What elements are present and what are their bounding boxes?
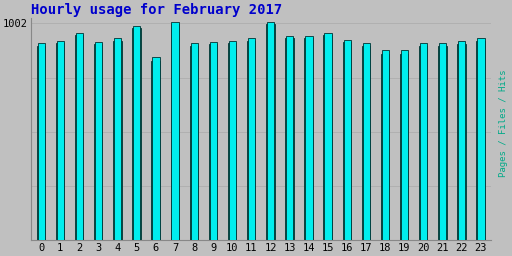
Bar <box>56 43 64 256</box>
Bar <box>476 41 485 256</box>
Bar <box>438 46 446 256</box>
Bar <box>113 41 121 256</box>
Bar <box>133 26 140 256</box>
Bar <box>361 46 370 256</box>
Bar <box>76 33 83 256</box>
Bar <box>439 43 446 256</box>
Bar <box>152 61 160 256</box>
Bar <box>210 42 217 256</box>
Bar <box>457 44 466 256</box>
Bar <box>189 46 198 256</box>
Bar <box>420 43 427 256</box>
Bar <box>114 38 121 256</box>
Bar <box>401 50 408 256</box>
Bar <box>381 54 389 256</box>
Bar <box>325 33 332 256</box>
Bar <box>382 50 389 256</box>
Bar <box>228 43 236 256</box>
Bar <box>419 46 428 256</box>
Bar <box>247 41 255 256</box>
Bar <box>248 38 255 256</box>
Bar <box>209 44 217 256</box>
Bar <box>95 42 102 256</box>
Bar <box>153 57 160 256</box>
Bar <box>477 38 485 256</box>
Text: Pages / Files / Hits: Pages / Files / Hits <box>499 69 508 177</box>
Bar <box>37 43 45 256</box>
Bar <box>305 36 312 256</box>
Bar <box>267 22 274 256</box>
Bar <box>324 35 332 256</box>
Bar <box>343 42 351 256</box>
Bar <box>400 54 409 256</box>
Bar <box>37 46 45 256</box>
Bar <box>266 24 274 256</box>
Bar <box>229 41 236 256</box>
Bar <box>190 43 198 256</box>
Bar <box>57 41 64 256</box>
Bar <box>304 38 313 256</box>
Bar <box>286 36 293 256</box>
Text: Hourly usage for February 2017: Hourly usage for February 2017 <box>31 3 282 17</box>
Bar <box>172 22 179 256</box>
Bar <box>458 41 465 256</box>
Bar <box>344 39 351 256</box>
Bar <box>94 44 102 256</box>
Bar <box>362 43 370 256</box>
Bar <box>285 38 293 256</box>
Bar <box>170 24 179 256</box>
Bar <box>75 35 83 256</box>
Bar <box>132 28 141 256</box>
